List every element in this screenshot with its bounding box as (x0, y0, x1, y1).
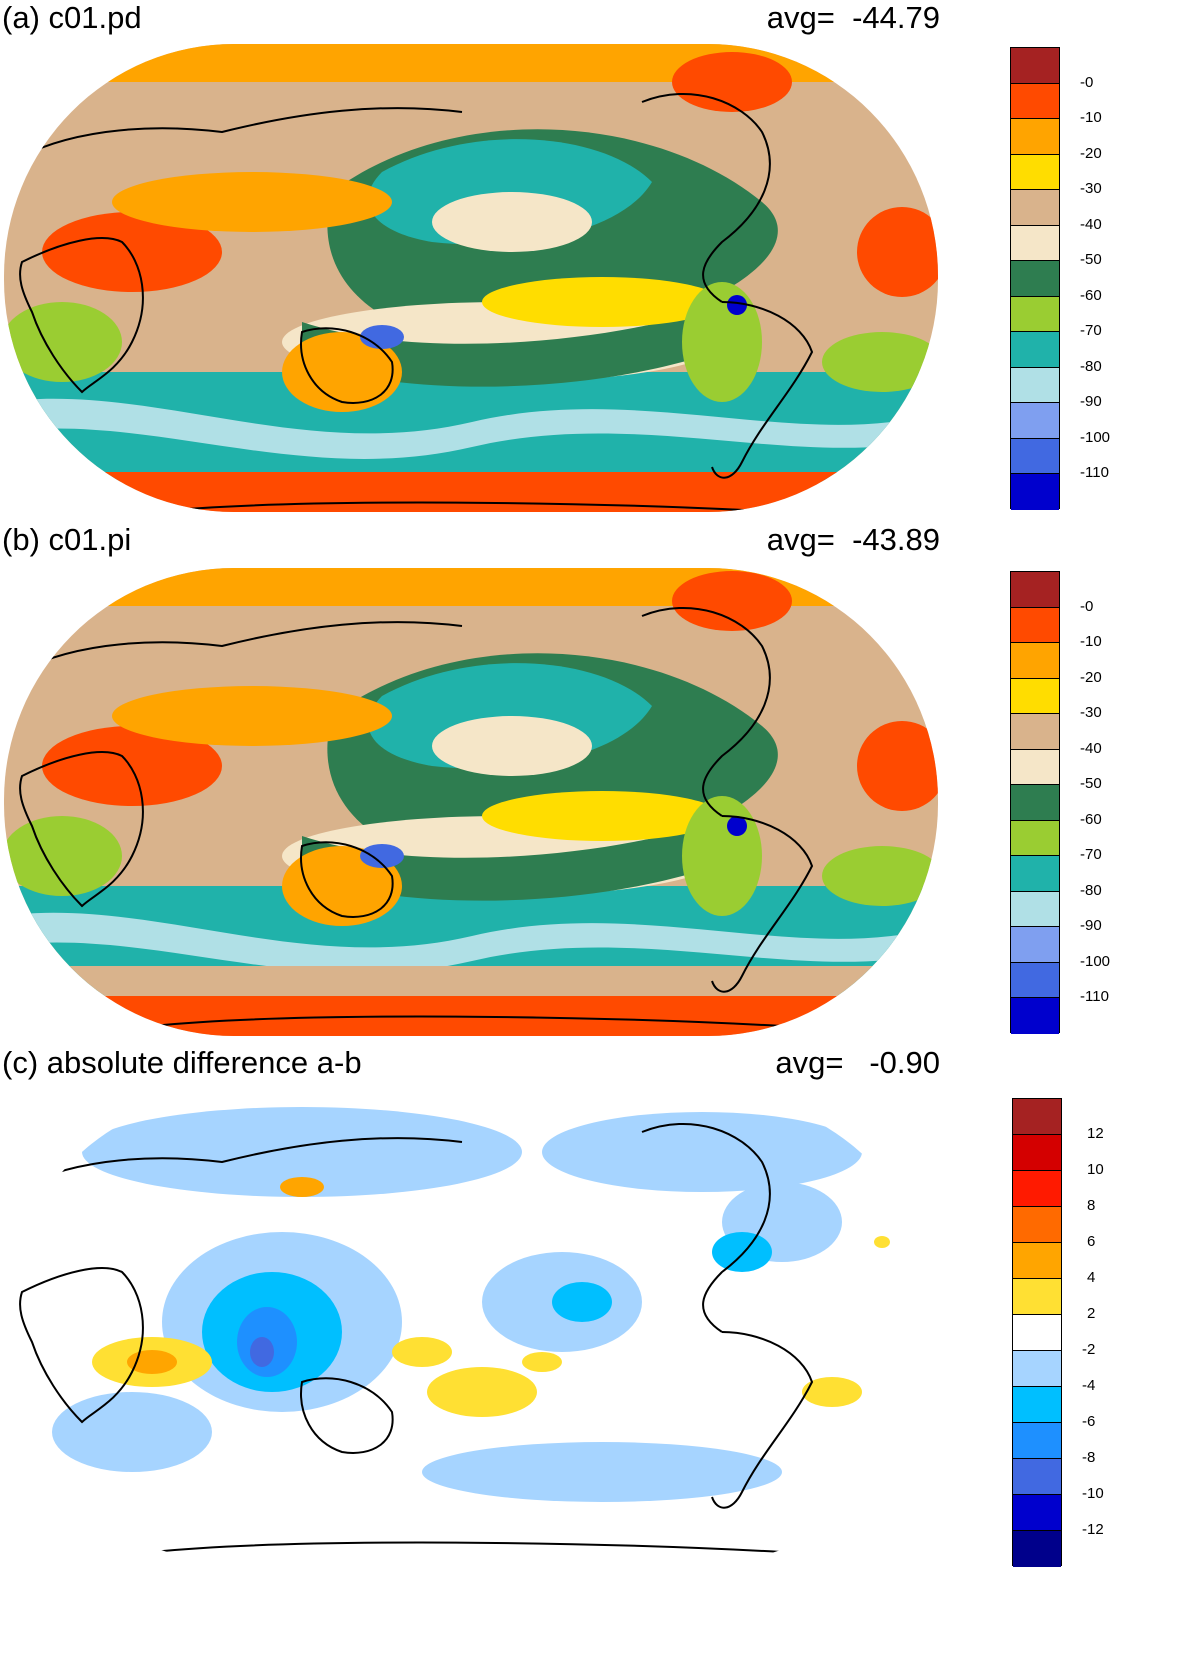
colorbar-swatch (1013, 1423, 1061, 1459)
colorbar-tick-label: -110 (1080, 988, 1109, 1006)
colorbar-tick-label: -100 (1080, 952, 1111, 970)
colorbar-swatch (1011, 678, 1059, 715)
colorbar-swatch (1011, 83, 1059, 120)
colorbar-tick-label: 12 (1087, 1125, 1104, 1142)
colorbar-tick-label: -12 (1082, 1521, 1104, 1538)
colorbar-swatch (1013, 1279, 1061, 1315)
colorbar-tick-label: -40 (1080, 215, 1102, 233)
colorbar-swatch (1013, 1207, 1061, 1243)
colorbar-tick-label: -110 (1080, 464, 1109, 482)
colorbar-tick-label: -10 (1080, 109, 1102, 127)
colorbar-swatch (1011, 962, 1059, 999)
colorbar-swatch (1011, 154, 1059, 191)
panel-c-title: (c) absolute difference a-b (2, 1045, 362, 1080)
colorbar-swatch (1013, 1315, 1061, 1351)
panel-c-map (4, 1094, 938, 1562)
colorbar-tick-label: -80 (1080, 357, 1102, 375)
colorbar-swatch (1011, 820, 1059, 857)
panel-b-colorbar (1010, 571, 1060, 1034)
colorbar-tick-label: -20 (1080, 668, 1102, 686)
colorbar-tick-label: -2 (1082, 1341, 1096, 1358)
colorbar-tick-label: -60 (1080, 286, 1102, 304)
colorbar-tick-label: -6 (1082, 1413, 1096, 1430)
panel-b-colorbar-ticks: -0 -10 -20 -30 -40 -50 -60 -70 -80 -90 -100 -110 (1070, 571, 1160, 1033)
colorbar-tick-label: -50 (1080, 251, 1102, 269)
panel-b-average: avg= -43.89 (766, 522, 940, 557)
colorbar-swatch (1011, 856, 1059, 892)
colorbar-tick-label: -30 (1080, 180, 1102, 198)
colorbar-swatch (1013, 1459, 1061, 1495)
colorbar-swatch (1011, 891, 1059, 928)
panel-a-average: avg= -44.79 (766, 0, 940, 35)
colorbar-swatch (1011, 474, 1059, 510)
colorbar-tick-label: 8 (1087, 1197, 1096, 1214)
colorbar-tick-label: 10 (1087, 1161, 1104, 1178)
colorbar-tick-label: -90 (1080, 393, 1102, 411)
colorbar-tick-label: -50 (1080, 775, 1102, 793)
colorbar-swatch (1011, 998, 1059, 1034)
colorbar-swatch (1013, 1099, 1061, 1135)
colorbar-tick-label: -40 (1080, 739, 1102, 757)
colorbar-swatch (1011, 367, 1059, 404)
colorbar-swatch (1011, 714, 1059, 750)
panel-b-map (4, 568, 938, 1036)
colorbar-swatch (1011, 607, 1059, 644)
colorbar-swatch (1011, 643, 1059, 679)
colorbar-tick-label: -20 (1080, 144, 1102, 162)
colorbar-tick-label: -60 (1080, 810, 1102, 828)
panel-c-average: avg= -0.90 (775, 1045, 940, 1080)
colorbar-swatch (1011, 296, 1059, 333)
colorbar-swatch (1013, 1351, 1061, 1387)
colorbar-tick-label: -70 (1080, 846, 1102, 864)
colorbar-swatch (1013, 1495, 1061, 1531)
colorbar-swatch (1011, 572, 1059, 608)
panel-a-title: (a) c01.pd (2, 0, 142, 35)
colorbar-swatch (1011, 225, 1059, 262)
colorbar-swatch (1013, 1387, 1061, 1423)
colorbar-tick-label: -4 (1082, 1377, 1096, 1394)
colorbar-swatch (1013, 1531, 1061, 1567)
panel-a-map (4, 44, 938, 512)
colorbar-swatch (1011, 749, 1059, 786)
colorbar-swatch (1011, 190, 1059, 226)
colorbar-swatch (1011, 785, 1059, 821)
colorbar-tick-label: 6 (1087, 1233, 1096, 1250)
colorbar-tick-label: -30 (1080, 704, 1102, 722)
panel-c-colorbar-ticks: 12 10 8 6 4 2 -2 -4 -6 -8 -10 -12 (1072, 1098, 1162, 1566)
colorbar-swatch (1011, 261, 1059, 297)
colorbar-swatch (1011, 48, 1059, 84)
colorbar-tick-label: -10 (1080, 633, 1102, 651)
colorbar-swatch (1011, 119, 1059, 155)
colorbar-swatch (1013, 1135, 1061, 1171)
colorbar-swatch (1013, 1171, 1061, 1207)
colorbar-swatch (1011, 438, 1059, 475)
colorbar-tick-label: -10 (1082, 1485, 1104, 1502)
panel-c-colorbar (1012, 1098, 1062, 1567)
colorbar-swatch (1011, 332, 1059, 368)
colorbar-swatch (1011, 927, 1059, 963)
colorbar-tick-label: -100 (1080, 428, 1111, 446)
colorbar-tick-label: 4 (1087, 1269, 1096, 1286)
colorbar-tick-label: -90 (1080, 917, 1102, 935)
colorbar-tick-label: -8 (1082, 1449, 1096, 1466)
colorbar-tick-label: -70 (1080, 322, 1102, 340)
colorbar-tick-label: -0 (1080, 597, 1094, 615)
panel-b-field (4, 568, 938, 1036)
colorbar-tick-label: -0 (1080, 73, 1094, 91)
panel-c-field (4, 1094, 938, 1562)
colorbar-tick-label: 2 (1087, 1305, 1096, 1322)
colorbar-tick-label: -80 (1080, 881, 1102, 899)
panel-a-field (4, 44, 938, 512)
panel-b-title: (b) c01.pi (2, 522, 132, 557)
colorbar-swatch (1011, 403, 1059, 439)
colorbar-swatch (1013, 1243, 1061, 1279)
panel-a-colorbar-ticks: -0 -10 -20 -30 -40 -50 -60 -70 -80 -90 -100 -110 (1070, 47, 1160, 509)
panel-a-colorbar (1010, 47, 1060, 510)
